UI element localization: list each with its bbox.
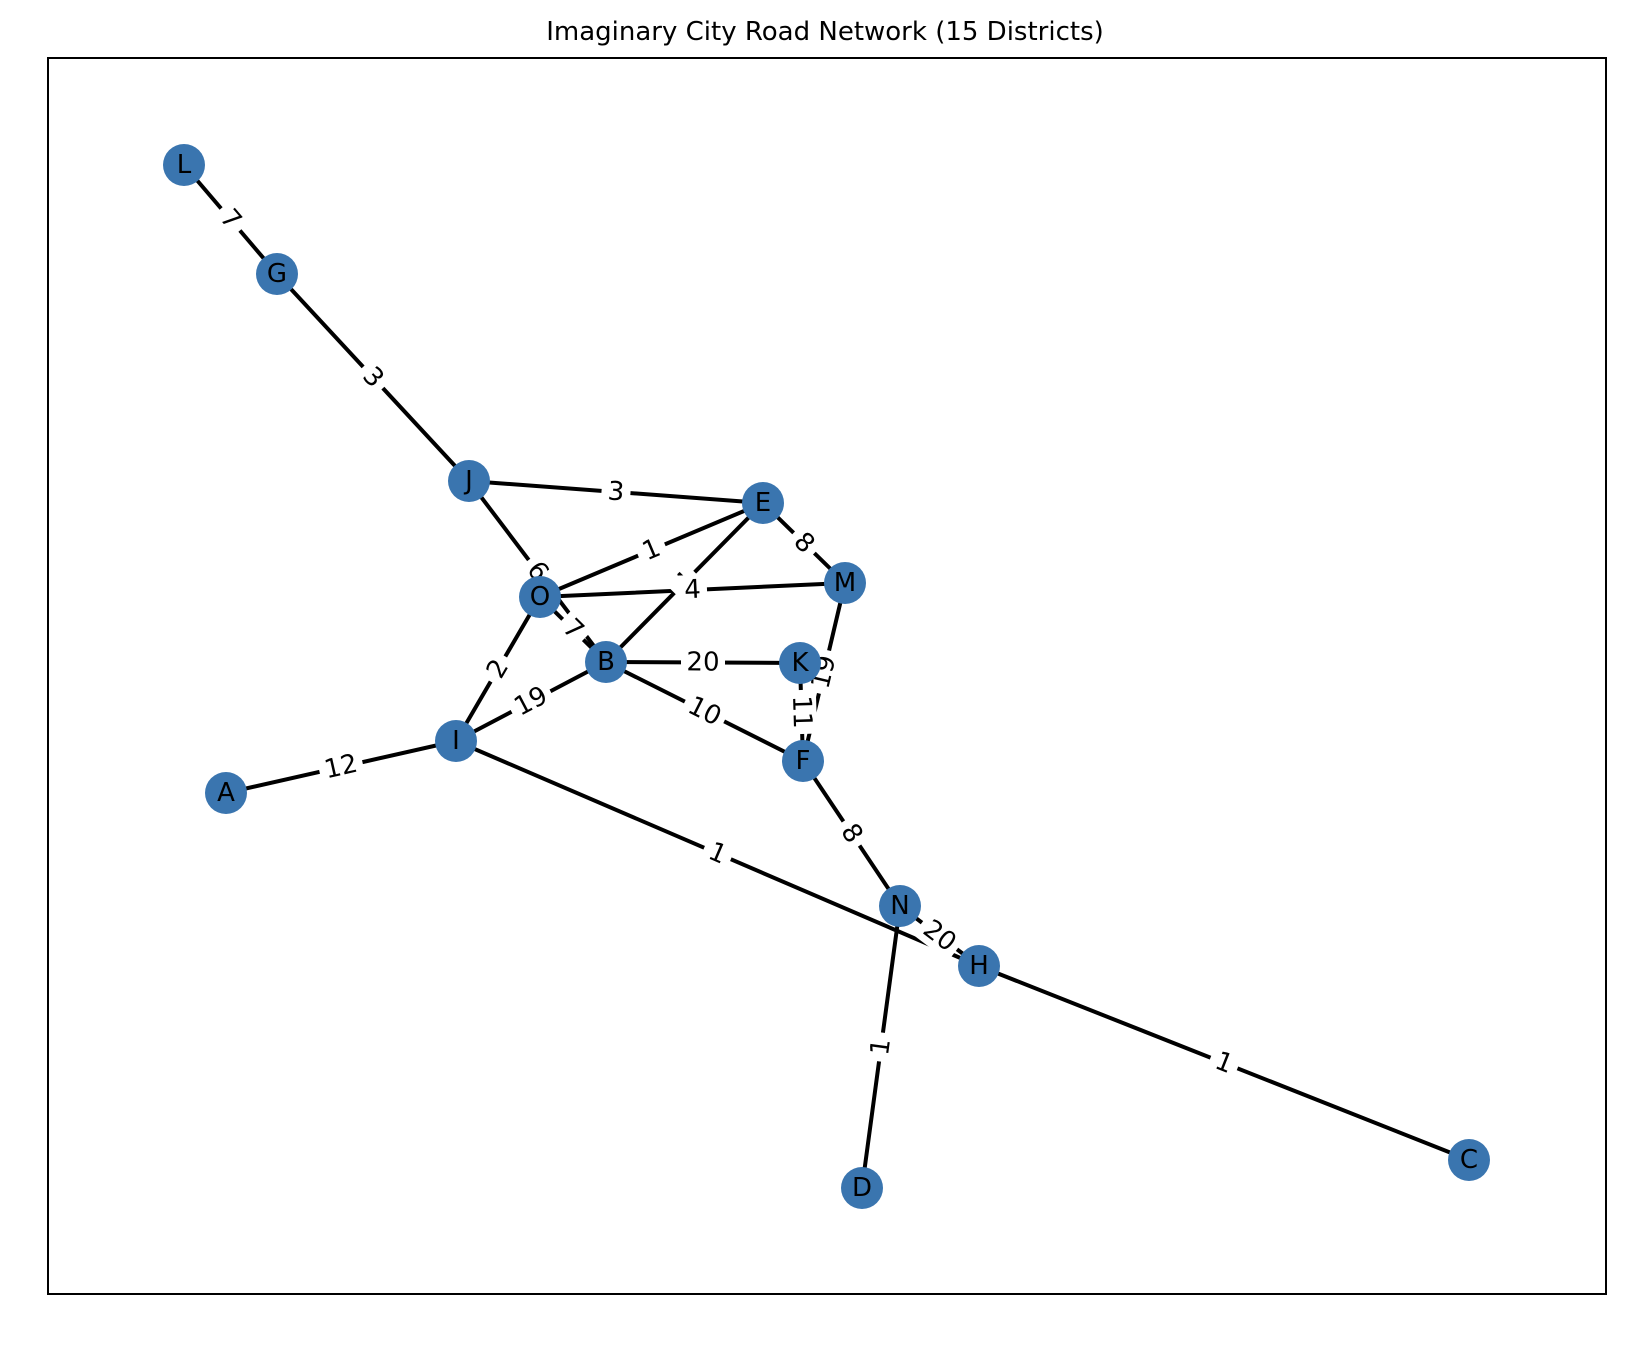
edge-label-background xyxy=(864,1030,898,1064)
edge-label-N-D: 1 xyxy=(864,1030,898,1064)
edge-label-I-H: 1 xyxy=(698,833,737,874)
node-D: D xyxy=(841,1167,883,1209)
node-B: B xyxy=(585,641,627,683)
edge-label-background xyxy=(677,574,708,606)
edge-weight-label: 11 xyxy=(786,695,817,729)
chart-title: Imaginary City Road Network (15 District… xyxy=(546,17,1104,47)
node-label: C xyxy=(1460,1145,1478,1175)
edge-label-O-I: 2 xyxy=(477,648,519,690)
node-M: M xyxy=(824,562,866,604)
edge-label-O-M: 4 xyxy=(677,574,708,606)
node-O: O xyxy=(519,576,561,618)
nodes-layer: L G J E M O B K I A F N H D C xyxy=(163,144,1490,1209)
node-circle xyxy=(519,576,561,618)
node-circle xyxy=(782,740,824,782)
edge-label-background xyxy=(632,530,671,570)
edge-label-H-C: 1 xyxy=(1204,1043,1244,1083)
edge-label-B-F: 10 xyxy=(678,688,731,735)
edge-label-B-I: 19 xyxy=(504,677,558,726)
node-label: L xyxy=(177,150,192,180)
node-label: N xyxy=(890,891,909,921)
edge-label-J-E: 3 xyxy=(600,475,632,509)
node-circle xyxy=(163,144,205,186)
node-C: C xyxy=(1448,1139,1490,1181)
node-label: B xyxy=(597,647,615,677)
node-circle xyxy=(585,641,627,683)
edge-label-background xyxy=(316,747,366,787)
node-label: K xyxy=(791,648,809,678)
plot-frame xyxy=(47,57,1607,1295)
node-label: J xyxy=(463,466,473,496)
node-E: E xyxy=(742,482,784,524)
edge-label-F-N: 8 xyxy=(830,813,873,854)
edge-label-background xyxy=(477,648,519,690)
node-circle xyxy=(824,562,866,604)
edge-label-background xyxy=(785,689,818,735)
edge-label-background xyxy=(912,910,967,962)
edge-labels-layer: 7336814472192010191112182011 xyxy=(209,198,1244,1083)
edge-label-E-O: 1 xyxy=(632,530,671,570)
node-J: J xyxy=(448,460,490,502)
edge-label-background xyxy=(504,677,558,726)
edge-weight-label: 4 xyxy=(684,575,702,606)
node-circle xyxy=(841,1167,883,1209)
node-circle xyxy=(742,482,784,524)
node-A: A xyxy=(205,772,247,814)
node-label: A xyxy=(217,778,235,808)
node-circle xyxy=(779,642,821,684)
node-label: O xyxy=(530,582,550,612)
edge-label-background xyxy=(783,522,825,564)
node-circle xyxy=(256,253,298,295)
edge-label-background xyxy=(552,608,594,651)
edge-label-background xyxy=(678,688,731,735)
edge-label-N-H: 20 xyxy=(912,910,967,962)
node-N: N xyxy=(879,885,921,927)
node-I: I xyxy=(435,720,477,762)
edge-weight-label: 20 xyxy=(686,647,719,677)
node-F: F xyxy=(782,740,824,782)
node-G: G xyxy=(256,253,298,295)
node-label: G xyxy=(267,259,287,289)
edge-weight-label: 1 xyxy=(865,1037,897,1057)
node-circle xyxy=(879,885,921,927)
edge-label-I-A: 12 xyxy=(316,747,366,787)
node-label: H xyxy=(969,951,989,981)
edge-label-K-F: 11 xyxy=(785,689,818,735)
edge-label-background xyxy=(830,813,873,854)
node-circle xyxy=(958,945,1000,987)
edge-label-B-K: 20 xyxy=(680,647,726,678)
node-circle xyxy=(448,460,490,502)
node-circle xyxy=(435,720,477,762)
edge-label-background xyxy=(600,475,632,509)
node-K: K xyxy=(779,642,821,684)
node-circle xyxy=(1448,1139,1490,1181)
node-label: I xyxy=(452,726,460,756)
edge-label-background xyxy=(680,647,726,678)
node-label: D xyxy=(852,1173,872,1203)
edge-label-background xyxy=(698,833,737,874)
node-H: H xyxy=(958,945,1000,987)
node-label: M xyxy=(834,568,856,598)
edge-label-background xyxy=(352,356,394,399)
edge-label-background xyxy=(209,198,252,241)
node-label: E xyxy=(755,488,771,518)
edge-weight-label: 3 xyxy=(607,476,626,507)
node-L: L xyxy=(163,144,205,186)
edge-label-background xyxy=(1204,1043,1244,1083)
edge-weight-label: 12 xyxy=(322,749,361,786)
node-label: F xyxy=(796,746,811,776)
node-circle xyxy=(205,772,247,814)
